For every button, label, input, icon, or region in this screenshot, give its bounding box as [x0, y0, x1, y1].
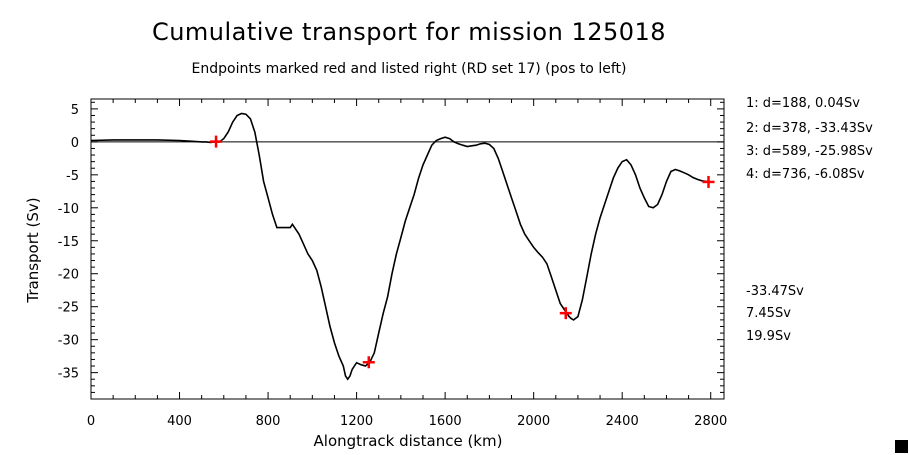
x-tick-label: 2800	[694, 414, 727, 429]
y-tick-label: -25	[58, 301, 79, 316]
y-axis-label: Transport (Sv)	[24, 197, 42, 303]
endpoint-markers	[210, 135, 715, 369]
summary-value-1: -33.47Sv	[746, 284, 804, 299]
series-line	[90, 112, 711, 381]
corner-marker	[895, 440, 908, 453]
y-tick-label: -30	[58, 334, 79, 349]
plot-frame	[90, 98, 725, 400]
summary-value-3: 19.9Sv	[746, 329, 791, 344]
summary-value-2: 7.45Sv	[746, 306, 791, 321]
chart-title: Cumulative transport for mission 125018	[151, 18, 667, 46]
x-tick-label: 1600	[429, 414, 462, 429]
x-tick-label: 1200	[340, 414, 373, 429]
x-tick-label: 0	[87, 414, 95, 429]
annotation-1: 1: d=188, 0.04Sv	[746, 96, 860, 111]
endpoint-marker	[362, 356, 375, 369]
endpoint-marker	[702, 175, 715, 188]
y-tick-label: 5	[71, 103, 79, 118]
x-tick-label: 800	[256, 414, 281, 429]
annotation-2: 2: d=378, -33.43Sv	[746, 121, 873, 136]
endpoint-marker	[559, 307, 572, 320]
y-tick-labels: 5 0 -5 -10 -15 -20 -25 -30 -35	[58, 103, 79, 382]
x-tick-labels: 0 400 800 1200 1600 2000 2400 2800	[87, 414, 727, 429]
y-tick-label: -20	[58, 268, 79, 283]
axis-ticks	[90, 99, 724, 399]
annotation-3: 3: d=589, -25.98Sv	[746, 144, 873, 159]
y-tick-label: -15	[58, 235, 79, 250]
endpoint-marker	[210, 135, 223, 148]
x-tick-label: 2000	[517, 414, 550, 429]
y-tick-label: -5	[66, 169, 79, 184]
x-tick-label: 400	[167, 414, 192, 429]
y-tick-label: 0	[71, 136, 79, 151]
chart-subtitle: Endpoints marked red and listed right (R…	[191, 61, 627, 77]
y-tick-label: -35	[58, 367, 79, 382]
x-tick-label: 2400	[606, 414, 639, 429]
annotation-4: 4: d=736, -6.08Sv	[746, 167, 865, 182]
x-axis-label: Alongtrack distance (km)	[314, 432, 503, 450]
y-tick-label: -10	[58, 202, 79, 217]
